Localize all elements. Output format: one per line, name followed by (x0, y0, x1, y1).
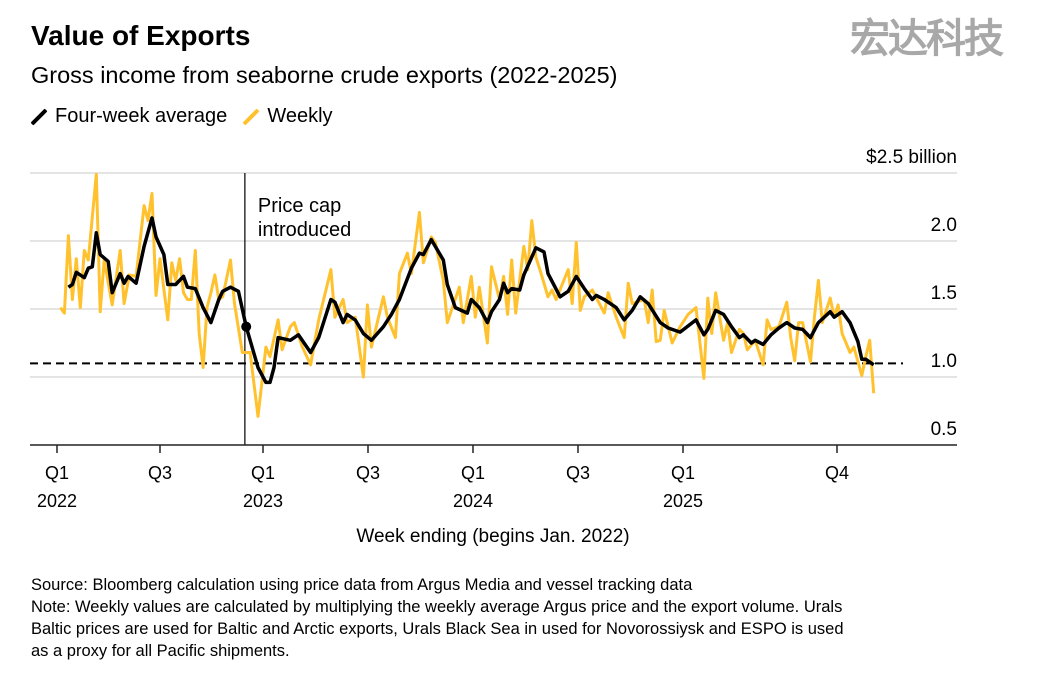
price-cap-annotation-line2: introduced (258, 219, 351, 241)
x-tick-label: Q1 (251, 463, 275, 483)
x-tick-year-label: 2023 (243, 491, 283, 511)
x-tick-year-label: 2022 (37, 491, 77, 511)
chart-title: Value of Exports (31, 20, 251, 51)
x-tick-label: Q1 (671, 463, 695, 483)
y-axis-labels: $2.5 billion 2.0 1.5 1.0 0.5 (866, 147, 957, 440)
note-line-2: Baltic prices are used for Baltic and Ar… (31, 620, 844, 638)
x-tick-label: Q3 (148, 463, 172, 483)
legend-label-four-week: Four-week average (55, 105, 228, 127)
weekly-series-line (59, 172, 876, 418)
watermark-logo: 宏达科技 (850, 16, 1004, 62)
y-tick-label: 1.5 (931, 283, 957, 304)
y-tick-label: 0.5 (931, 419, 957, 440)
legend-label-weekly: Weekly (267, 105, 333, 127)
x-tick-label: Q1 (461, 463, 485, 483)
x-tick-label: Q1 (45, 463, 69, 483)
x-tick-label: Q3 (566, 463, 590, 483)
y-tick-label: 2.0 (931, 215, 957, 236)
price-cap-annotation-line1: Price cap (258, 195, 341, 217)
series-lines (59, 172, 876, 418)
y-tick-label: 1.0 (931, 351, 957, 372)
x-tick-year-label: 2025 (663, 491, 703, 511)
source-note: Source: Bloomberg calculation using pric… (31, 576, 693, 594)
x-tick-label: Q4 (825, 463, 849, 483)
legend: Four-week average Weekly (30, 105, 333, 128)
x-tick-year-label: 2024 (453, 491, 493, 511)
legend-swatch-weekly (242, 108, 260, 125)
price-cap-marker-point (241, 321, 252, 332)
legend-swatch-four-week (30, 108, 48, 125)
x-tick-label: Q3 (356, 463, 380, 483)
chart-subtitle: Gross income from seaborne crude exports… (31, 62, 618, 88)
x-axis-ticks: Q1 2022 Q3 Q1 2023 Q3 Q1 2024 Q3 Q1 2025 Q4 (37, 445, 849, 511)
note-line-1: Note: Weekly values are calculated by mu… (31, 598, 843, 616)
y-tick-label: $2.5 billion (866, 147, 957, 168)
note-line-3: as a proxy for all Pacific shipments. (31, 642, 290, 660)
four-week-average-line (67, 216, 875, 385)
x-axis-title: Week ending (begins Jan. 2022) (356, 526, 630, 547)
